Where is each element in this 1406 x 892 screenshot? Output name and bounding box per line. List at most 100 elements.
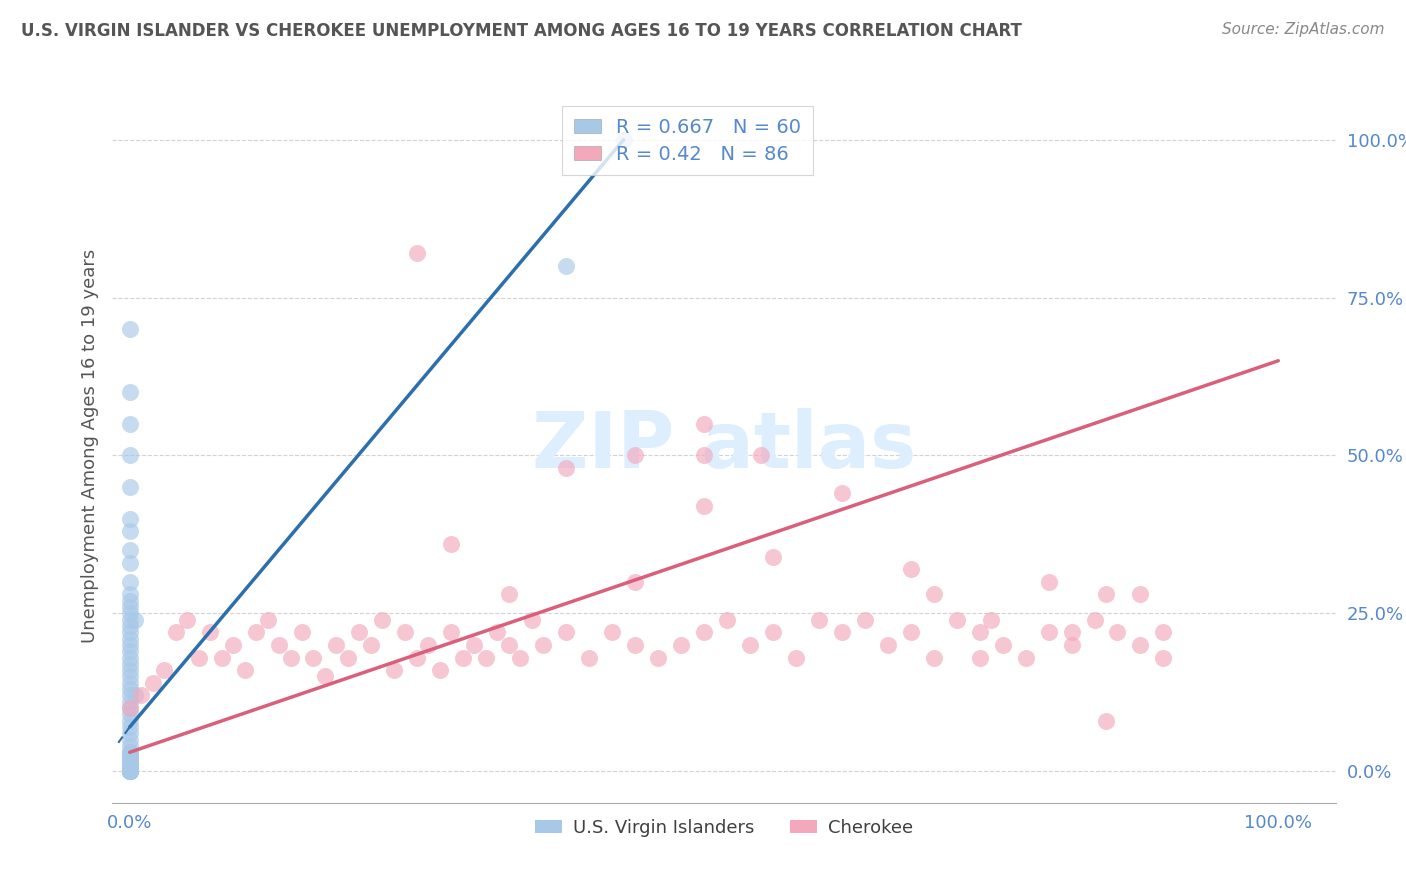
Point <box>118 689 141 703</box>
Point <box>738 638 761 652</box>
Point <box>371 613 394 627</box>
Point <box>624 449 647 463</box>
Point <box>900 562 922 576</box>
Point <box>900 625 922 640</box>
Point <box>118 543 141 558</box>
Point <box>991 638 1014 652</box>
Point <box>876 638 898 652</box>
Point <box>693 625 716 640</box>
Point <box>118 322 141 336</box>
Point <box>118 764 141 779</box>
Point <box>509 650 531 665</box>
Point <box>693 417 716 431</box>
Point <box>142 675 165 690</box>
Point <box>118 587 141 601</box>
Point <box>118 764 141 779</box>
Point <box>945 613 967 627</box>
Point <box>360 638 382 652</box>
Point <box>153 663 176 677</box>
Point <box>531 638 554 652</box>
Point <box>1038 574 1060 589</box>
Point <box>118 574 141 589</box>
Point <box>118 758 141 772</box>
Point <box>118 707 141 722</box>
Point <box>807 613 830 627</box>
Point <box>693 449 716 463</box>
Y-axis label: Unemployment Among Ages 16 to 19 years: Unemployment Among Ages 16 to 19 years <box>80 249 98 643</box>
Point <box>118 726 141 740</box>
Point <box>211 650 233 665</box>
Point <box>118 745 141 759</box>
Point <box>118 607 141 621</box>
Point <box>118 524 141 539</box>
Point <box>118 650 141 665</box>
Point <box>555 461 578 475</box>
Point <box>463 638 485 652</box>
Point <box>1129 638 1152 652</box>
Point <box>969 625 991 640</box>
Point <box>1152 625 1174 640</box>
Point <box>118 751 141 765</box>
Point <box>165 625 187 640</box>
Point <box>118 632 141 646</box>
Point <box>233 663 256 677</box>
Point <box>198 625 221 640</box>
Point <box>325 638 347 652</box>
Point <box>118 739 141 753</box>
Point <box>440 537 463 551</box>
Point <box>118 675 141 690</box>
Point <box>118 701 141 715</box>
Point <box>118 644 141 658</box>
Point <box>382 663 405 677</box>
Point <box>118 720 141 734</box>
Point <box>118 556 141 570</box>
Point <box>222 638 245 652</box>
Point <box>187 650 209 665</box>
Point <box>613 133 636 147</box>
Point <box>762 625 785 640</box>
Point <box>118 385 141 400</box>
Point <box>118 764 141 779</box>
Point <box>314 669 336 683</box>
Point <box>118 417 141 431</box>
Point <box>118 764 141 779</box>
Point <box>176 613 198 627</box>
Point <box>118 480 141 494</box>
Point <box>280 650 302 665</box>
Point <box>118 764 141 779</box>
Point <box>291 625 314 640</box>
Text: ZIP atlas: ZIP atlas <box>531 408 917 484</box>
Point <box>624 638 647 652</box>
Point <box>118 625 141 640</box>
Point <box>1107 625 1129 640</box>
Point <box>831 625 853 640</box>
Point <box>394 625 416 640</box>
Text: U.S. VIRGIN ISLANDER VS CHEROKEE UNEMPLOYMENT AMONG AGES 16 TO 19 YEARS CORRELAT: U.S. VIRGIN ISLANDER VS CHEROKEE UNEMPLO… <box>21 22 1022 40</box>
Point <box>762 549 785 564</box>
Point <box>498 638 520 652</box>
Point <box>474 650 496 665</box>
Point <box>267 638 290 652</box>
Point <box>118 751 141 765</box>
Point <box>853 613 876 627</box>
Point <box>578 650 600 665</box>
Point <box>486 625 509 640</box>
Point <box>118 613 141 627</box>
Point <box>118 755 141 769</box>
Point <box>647 650 669 665</box>
Point <box>118 758 141 772</box>
Point <box>600 625 623 640</box>
Point <box>418 638 440 652</box>
Point <box>1095 587 1118 601</box>
Point <box>1095 714 1118 728</box>
Point <box>451 650 474 665</box>
Point <box>624 574 647 589</box>
Point <box>118 764 141 779</box>
Point <box>555 625 578 640</box>
Point <box>498 587 520 601</box>
Point <box>118 619 141 633</box>
Point <box>118 669 141 683</box>
Point <box>118 701 141 715</box>
Point <box>302 650 325 665</box>
Point <box>118 755 141 769</box>
